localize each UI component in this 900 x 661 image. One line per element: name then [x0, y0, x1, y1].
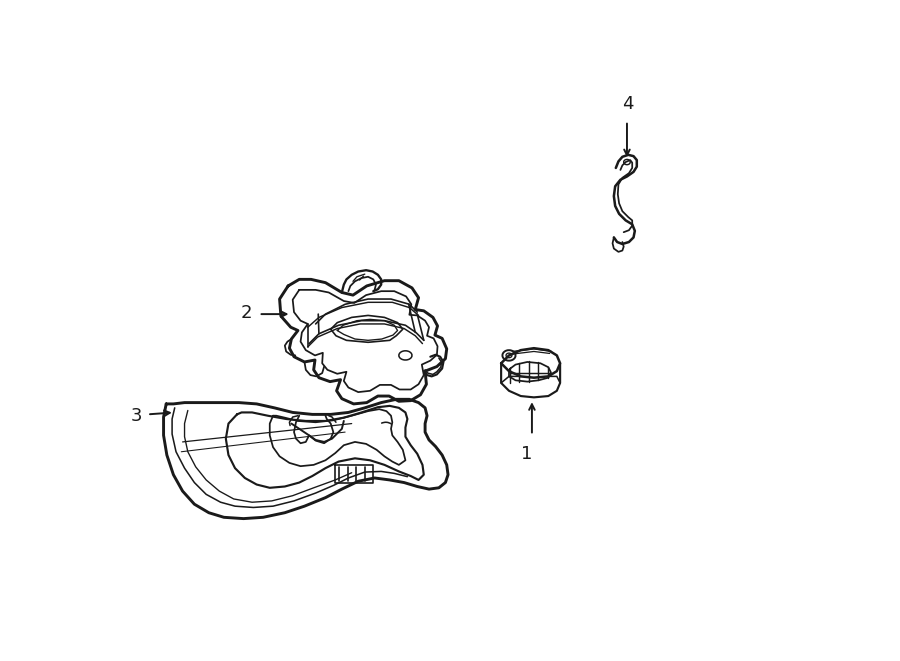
- Text: 2: 2: [241, 304, 253, 322]
- Text: 1: 1: [521, 446, 533, 463]
- Text: 3: 3: [130, 407, 142, 425]
- Text: 4: 4: [623, 95, 634, 113]
